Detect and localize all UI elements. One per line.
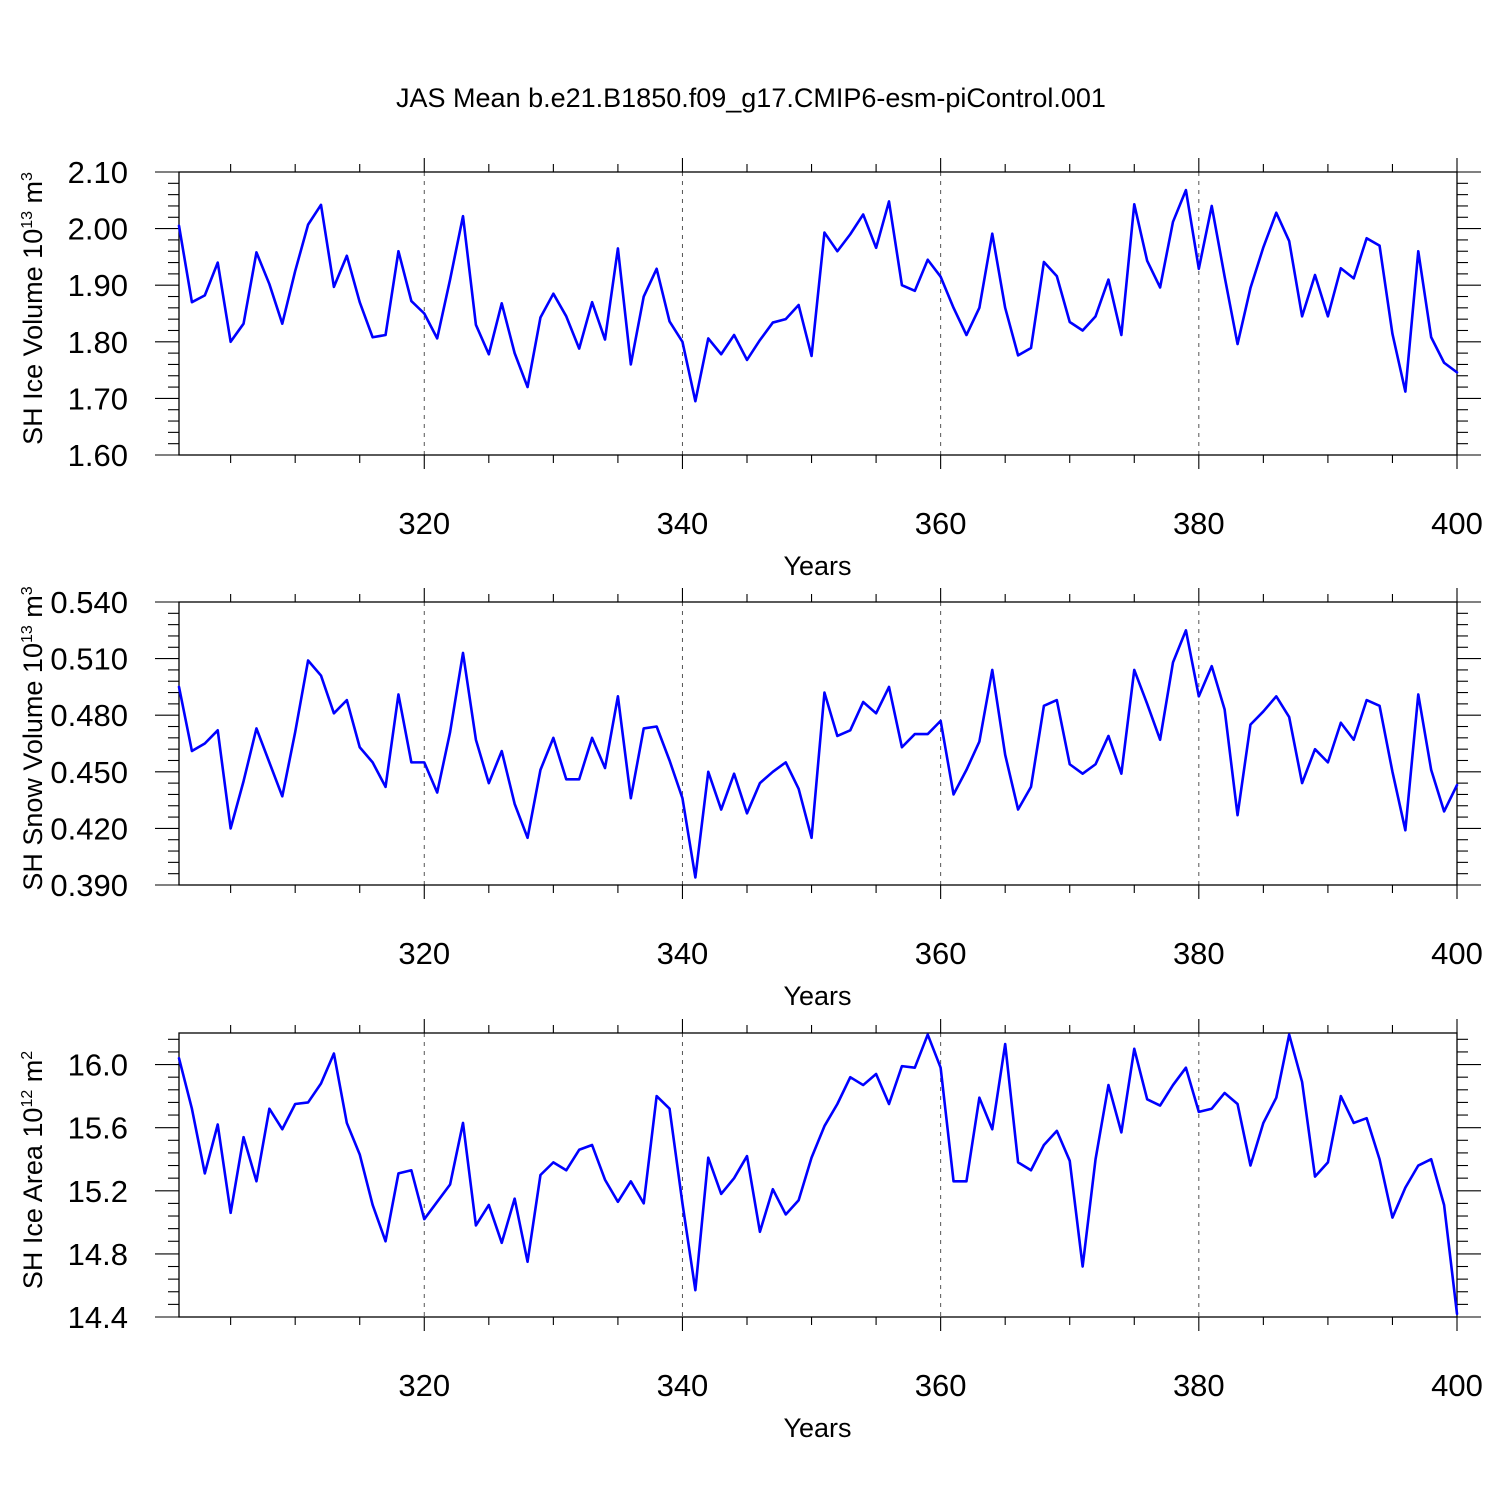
y-tick-label: 15.2 xyxy=(68,1174,128,1209)
plot-frame xyxy=(178,601,1458,886)
plot-frame xyxy=(178,171,1458,456)
y-tick-label: 2.10 xyxy=(68,155,128,190)
y-tick-label: 14.4 xyxy=(68,1300,128,1335)
x-tick-label: 400 xyxy=(1431,936,1483,971)
y-tick-label: 1.70 xyxy=(68,381,128,416)
x-tick-label: 340 xyxy=(657,936,709,971)
x-tick-label: 360 xyxy=(915,936,967,971)
y-axis-title-superscript: 3 xyxy=(19,172,36,181)
series-line-3 xyxy=(177,1033,1459,1316)
y-tick-label: 15.6 xyxy=(68,1111,128,1146)
x-tick-label: 380 xyxy=(1173,1368,1225,1403)
y-axis-title-superscript: 12 xyxy=(19,1090,36,1108)
y-axis-title-superscript: 3 xyxy=(19,586,36,595)
y-axis-title-superscript: 2 xyxy=(19,1051,36,1060)
y-axis-title-text: m xyxy=(18,181,48,211)
y-tick-label: 16.0 xyxy=(68,1048,128,1083)
x-tick-label: 380 xyxy=(1173,936,1225,971)
y-tick-label: 0.420 xyxy=(50,811,128,846)
x-tick-label: 320 xyxy=(398,1368,450,1403)
chart-panel-2: 0.390 0.420 0.450 0.480 0.510 0.540 320 340 360 3… xyxy=(18,585,1483,1011)
y-axis-title-superscript: 13 xyxy=(19,211,36,229)
series-line-2 xyxy=(177,628,1459,879)
y-axis-title-text: m xyxy=(18,595,48,625)
x-tick-label: 360 xyxy=(915,1368,967,1403)
plot-frame xyxy=(178,1032,1458,1318)
y-tick-label: 0.390 xyxy=(50,868,128,903)
x-tick-label: 400 xyxy=(1431,506,1483,541)
x-axis-title: Years xyxy=(783,551,851,581)
y-tick-label: 1.80 xyxy=(68,325,128,360)
y-tick-label: 0.480 xyxy=(50,698,128,733)
x-tick-label: 340 xyxy=(657,506,709,541)
y-tick-label: 0.540 xyxy=(50,585,128,620)
y-axis-title: SH Ice Volume 1013 m3 xyxy=(18,172,48,445)
x-tick-label: 320 xyxy=(398,506,450,541)
y-tick-label: 2.00 xyxy=(68,212,128,247)
y-tick-label: 0.510 xyxy=(50,642,128,677)
figure-title: JAS Mean b.e21.B1850.f09_g17.CMIP6-esm-p… xyxy=(396,83,1106,113)
x-tick-label: 340 xyxy=(657,1368,709,1403)
y-axis-title-text: SH Ice Area 10 xyxy=(18,1108,48,1290)
y-axis-title: SH Snow Volume 1013 m3 xyxy=(18,586,48,890)
y-axis-title: SH Ice Area 1012 m2 xyxy=(18,1051,48,1289)
y-tick-label: 1.90 xyxy=(68,268,128,303)
y-axis-title-text: SH Ice Volume 10 xyxy=(18,229,48,445)
y-tick-label: 1.60 xyxy=(68,438,128,473)
y-tick-label: 0.450 xyxy=(50,755,128,790)
x-tick-label: 380 xyxy=(1173,506,1225,541)
chart-panel-3: 14.4 14.8 15.2 15.6 16.0 320 340 360 380 400 Years… xyxy=(18,1019,1483,1443)
series-line-1 xyxy=(177,188,1459,403)
x-tick-label: 360 xyxy=(915,506,967,541)
x-tick-label: 320 xyxy=(398,936,450,971)
chart-panels: 1.60 1.70 1.80 1.90 2.00 2.10 320 340 360 380 400 Y… xyxy=(18,155,1483,1443)
x-axis-title: Years xyxy=(783,1413,851,1443)
chart-panel-1: 1.60 1.70 1.80 1.90 2.00 2.10 320 340 360 380 400 Y… xyxy=(18,155,1483,581)
x-axis-title: Years xyxy=(783,981,851,1011)
x-tick-label: 400 xyxy=(1431,1368,1483,1403)
y-axis-title-text: SH Snow Volume 10 xyxy=(18,643,48,891)
y-axis-title-superscript: 13 xyxy=(19,625,36,643)
y-tick-label: 14.8 xyxy=(68,1237,128,1272)
y-axis-title-text: m xyxy=(18,1060,48,1090)
